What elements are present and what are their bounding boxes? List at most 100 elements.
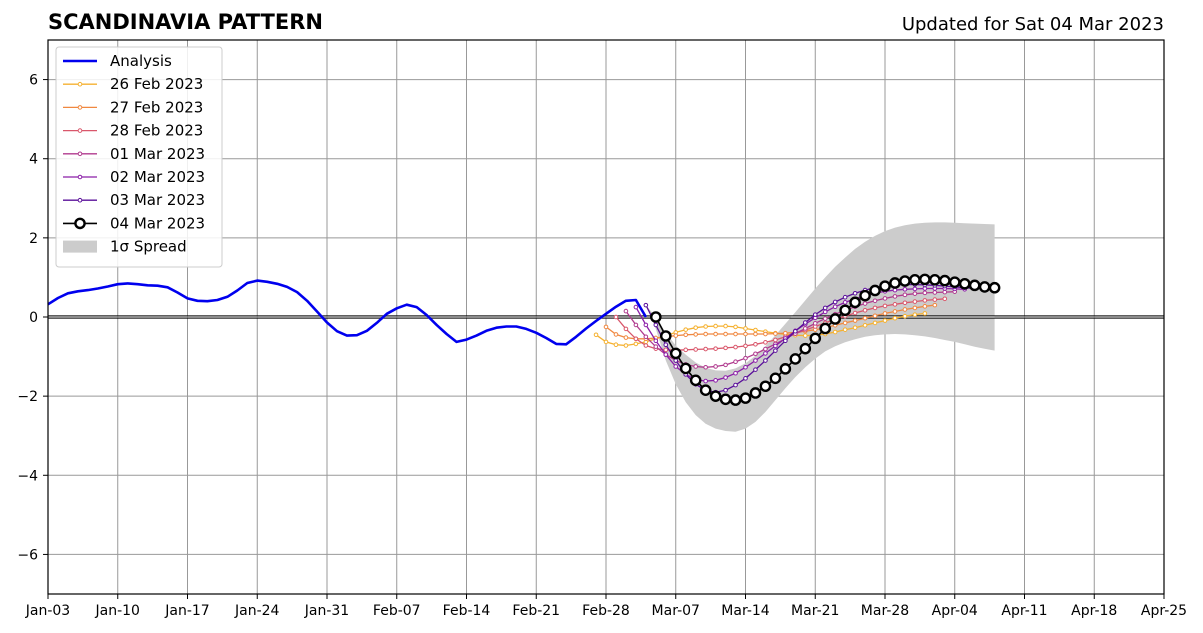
forecast-point bbox=[683, 332, 689, 338]
forecast-point bbox=[912, 312, 918, 317]
x-tick-label: Apr-25 bbox=[1141, 603, 1187, 619]
latest-forecast-point bbox=[849, 296, 861, 309]
forecast-point bbox=[872, 298, 878, 304]
forecast-point bbox=[743, 355, 748, 361]
forecast-point bbox=[832, 299, 838, 305]
forecast-point bbox=[842, 300, 848, 305]
forecast-point bbox=[753, 367, 758, 372]
forecast-point bbox=[733, 331, 738, 337]
forecast-point bbox=[882, 303, 888, 309]
forecast-point bbox=[733, 359, 738, 365]
x-tick-label: Feb-21 bbox=[512, 603, 560, 619]
forecast-point bbox=[753, 358, 758, 363]
x-tick-label: Apr-18 bbox=[1071, 603, 1117, 619]
legend-label: 04 Mar 2023 bbox=[110, 214, 205, 232]
x-tick-label: Feb-28 bbox=[582, 603, 630, 619]
legend-label: 03 Mar 2023 bbox=[110, 191, 205, 209]
forecast-point bbox=[892, 309, 898, 314]
forecast-point bbox=[763, 351, 768, 356]
y-tick-label: −6 bbox=[17, 547, 38, 563]
forecast-point bbox=[912, 291, 918, 296]
forecast-point bbox=[703, 346, 708, 352]
legend-swatch-marker bbox=[77, 197, 83, 203]
legend-label: 26 Feb 2023 bbox=[110, 75, 203, 93]
forecast-point bbox=[773, 348, 778, 353]
latest-forecast-point bbox=[948, 276, 961, 288]
x-tick-label: Jan-17 bbox=[164, 603, 209, 619]
forecast-point bbox=[703, 324, 708, 329]
legend: Analysis 26 Feb 2023 27 Feb 2023 28 Feb 202… bbox=[55, 46, 223, 268]
x-tick-label: Apr-11 bbox=[1001, 603, 1047, 619]
forecast-point bbox=[802, 326, 808, 331]
y-tick-label: −2 bbox=[17, 389, 38, 405]
forecast-point bbox=[723, 387, 728, 393]
y-tick-label: 6 bbox=[29, 73, 38, 89]
forecast-point bbox=[663, 347, 669, 353]
legend-swatch-marker bbox=[77, 151, 83, 157]
forecast-point bbox=[882, 311, 888, 316]
x-tick-label: Mar-14 bbox=[721, 603, 769, 619]
latest-forecast-point bbox=[929, 274, 941, 286]
forecast-point bbox=[693, 347, 698, 352]
forecast-point bbox=[723, 345, 728, 351]
forecast-point bbox=[633, 322, 639, 328]
forecast-point bbox=[812, 312, 818, 317]
latest-forecast-point bbox=[859, 289, 871, 302]
forecast-point bbox=[763, 340, 768, 345]
forecast-point bbox=[862, 301, 868, 306]
forecast-point bbox=[932, 302, 938, 308]
x-tick-label: Jan-31 bbox=[304, 603, 349, 619]
forecast-point bbox=[763, 346, 768, 352]
forecast-point bbox=[733, 344, 738, 350]
legend-label: 27 Feb 2023 bbox=[110, 98, 203, 116]
forecast-point bbox=[942, 289, 948, 295]
forecast-point bbox=[763, 331, 768, 337]
forecast-point bbox=[733, 382, 738, 388]
forecast-line bbox=[645, 283, 975, 393]
forecast-point bbox=[872, 305, 878, 311]
forecast-point bbox=[832, 329, 838, 335]
forecast-point bbox=[922, 290, 928, 296]
x-tick-label: Apr-04 bbox=[932, 603, 978, 619]
forecast-point bbox=[822, 305, 828, 311]
forecast-point bbox=[892, 315, 898, 321]
forecast-point bbox=[753, 327, 758, 333]
forecast-point bbox=[643, 322, 649, 328]
forecast-point bbox=[922, 298, 928, 303]
forecast-point bbox=[822, 316, 828, 321]
forecast-point bbox=[852, 318, 858, 323]
forecast-point bbox=[753, 342, 758, 347]
forecast-point bbox=[713, 323, 718, 329]
forecast-point bbox=[773, 331, 778, 336]
forecast-point bbox=[773, 343, 778, 349]
latest-forecast-point bbox=[669, 347, 682, 360]
forecast-point bbox=[852, 325, 858, 330]
forecast-point bbox=[842, 320, 848, 326]
forecast-point bbox=[713, 364, 718, 369]
forecast-point bbox=[793, 328, 798, 334]
forecast-point bbox=[673, 333, 679, 338]
latest-forecast-point bbox=[869, 284, 881, 297]
legend-swatch-marker bbox=[77, 105, 83, 110]
forecast-point bbox=[872, 313, 878, 319]
legend-swatch-marker bbox=[77, 174, 83, 180]
latest-forecast-point bbox=[899, 275, 911, 287]
x-tick-label: Jan-10 bbox=[95, 603, 140, 619]
legend-swatch-marker bbox=[77, 81, 83, 87]
forecast-point bbox=[743, 343, 748, 349]
forecast-point bbox=[743, 331, 748, 337]
forecast-point bbox=[922, 304, 928, 309]
legend-label: 28 Feb 2023 bbox=[110, 122, 203, 140]
x-tick-label: Mar-21 bbox=[791, 603, 839, 619]
latest-forecast-point bbox=[789, 353, 802, 365]
latest-forecast-point bbox=[809, 332, 822, 345]
forecast-point bbox=[683, 347, 689, 353]
forecast-point bbox=[723, 323, 728, 329]
forecast-point bbox=[763, 358, 768, 363]
forecast-point bbox=[902, 287, 908, 292]
forecast-point bbox=[603, 339, 609, 345]
x-tick-label: Mar-28 bbox=[861, 603, 909, 619]
forecast-point bbox=[663, 342, 669, 348]
latest-forecast-point bbox=[709, 390, 722, 402]
chart-subtitle: Updated for Sat 04 Mar 2023 bbox=[902, 14, 1164, 35]
